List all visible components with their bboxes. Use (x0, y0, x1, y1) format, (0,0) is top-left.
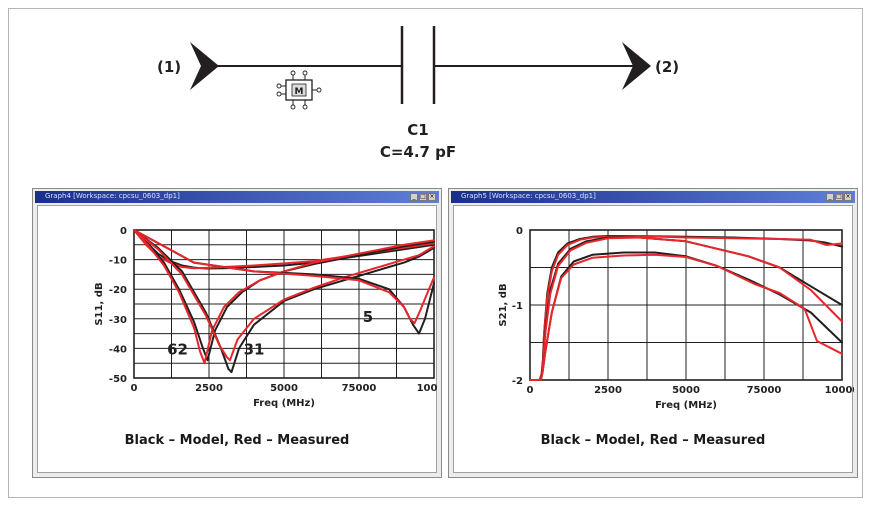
close-icon[interactable]: × (844, 193, 852, 201)
x-tick-label: 2500 (195, 383, 223, 394)
x-axis-label: Freq (MHz) (655, 400, 717, 411)
y-tick-label: -50 (109, 374, 127, 385)
schematic: (1) (2) M C1 C=4.7 pF (157, 26, 679, 161)
x-tick-label: 75000 (747, 385, 782, 396)
y-tick-label: 0 (120, 226, 127, 237)
chart-caption: Black – Model, Red – Measured (540, 433, 766, 448)
chart-caption: Black – Model, Red – Measured (124, 433, 350, 448)
model-chip-letter: M (295, 87, 304, 97)
minimize-icon[interactable]: _ (410, 193, 418, 201)
port1-chevron-icon (190, 42, 219, 90)
y-tick-label: -1 (512, 301, 523, 312)
series-line (529, 236, 843, 381)
plot-frame (133, 229, 435, 379)
window-controls: _ □ × (826, 193, 852, 201)
x-tick-label: 0 (527, 385, 534, 396)
x-tick-label: 0 (131, 383, 138, 394)
figure-border (8, 8, 863, 498)
series-line (133, 229, 435, 362)
x-tick-label: 2500 (594, 385, 622, 396)
series-line (529, 253, 843, 381)
curve-annotation: 31 (244, 340, 265, 358)
series-line (133, 229, 435, 362)
graph-window-s11: Graph4 [Workspace: cpcsu_0603_dp1] _ □ ×… (32, 188, 451, 478)
x-axis-label: Freq (MHz) (253, 398, 315, 409)
port2-chevron-icon (622, 42, 651, 90)
y-tick-label: -30 (109, 315, 127, 326)
minimize-icon[interactable]: _ (826, 193, 834, 201)
port1-label: (1) (157, 58, 181, 76)
series-line (133, 229, 435, 374)
component-value: C=4.7 pF (380, 143, 456, 161)
y-tick-label: -40 (109, 344, 127, 355)
maximize-icon[interactable]: □ (835, 193, 843, 201)
curve-annotation: 62 (167, 340, 188, 358)
y-axis-label: S21, dB (498, 283, 509, 326)
series-line (133, 229, 435, 325)
chart-grid (529, 229, 843, 381)
maximize-icon[interactable]: □ (419, 193, 427, 201)
y-axis-label: S11, dB (94, 282, 105, 325)
window-controls: _ □ × (410, 193, 436, 201)
y-tick-label: -20 (109, 285, 127, 296)
x-tick-label: 5000 (672, 385, 700, 396)
component-ref: C1 (407, 121, 428, 139)
series-line (133, 229, 435, 365)
y-tick-label: -2 (512, 376, 523, 387)
port2-label: (2) (655, 58, 679, 76)
model-chip-icon: M (276, 70, 322, 110)
y-tick-label: -10 (109, 256, 127, 267)
window-title: Graph5 [Workspace: cpcsu_0603_dp1] (461, 192, 596, 200)
window-titlebar[interactable]: Graph4 [Workspace: cpcsu_0603_dp1] _ □ × (35, 191, 439, 203)
x-tick-label: 5000 (270, 383, 298, 394)
graph-window-s21: Graph5 [Workspace: cpcsu_0603_dp1] _ □ ×… (448, 188, 859, 478)
close-icon[interactable]: × (428, 193, 436, 201)
x-tick-label: 75000 (342, 383, 377, 394)
y-tick-label: 0 (516, 226, 523, 237)
window-title: Graph4 [Workspace: cpcsu_0603_dp1] (45, 192, 180, 200)
window-titlebar[interactable]: Graph5 [Workspace: cpcsu_0603_dp1] _ □ × (451, 191, 855, 203)
curve-annotation: 5 (363, 308, 373, 326)
